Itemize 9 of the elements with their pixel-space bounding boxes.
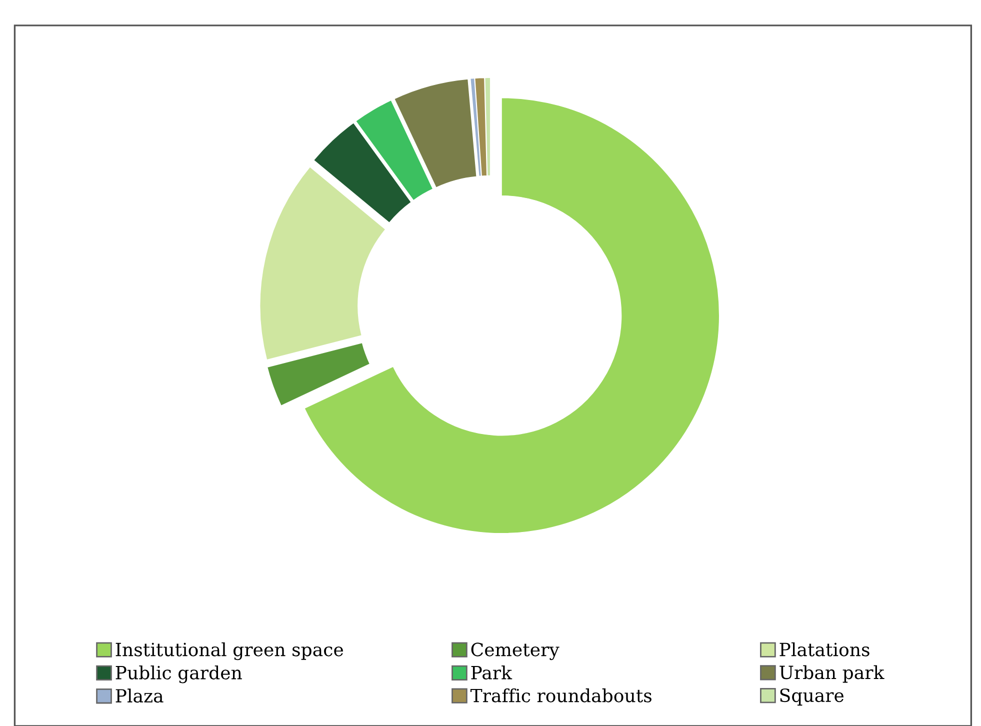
legend-label: Public garden bbox=[116, 666, 242, 684]
legend-label: Institutional green space bbox=[116, 642, 344, 660]
legend-label: Traffic roundabouts bbox=[470, 688, 652, 702]
legend-label: Plaza bbox=[116, 688, 164, 703]
legend-label: Platations bbox=[780, 642, 870, 656]
legend-label: Square bbox=[780, 688, 844, 706]
legend-label: Urban park bbox=[780, 665, 884, 683]
legend-label: Park bbox=[471, 666, 512, 680]
legend-label: Cemetery bbox=[471, 642, 560, 660]
